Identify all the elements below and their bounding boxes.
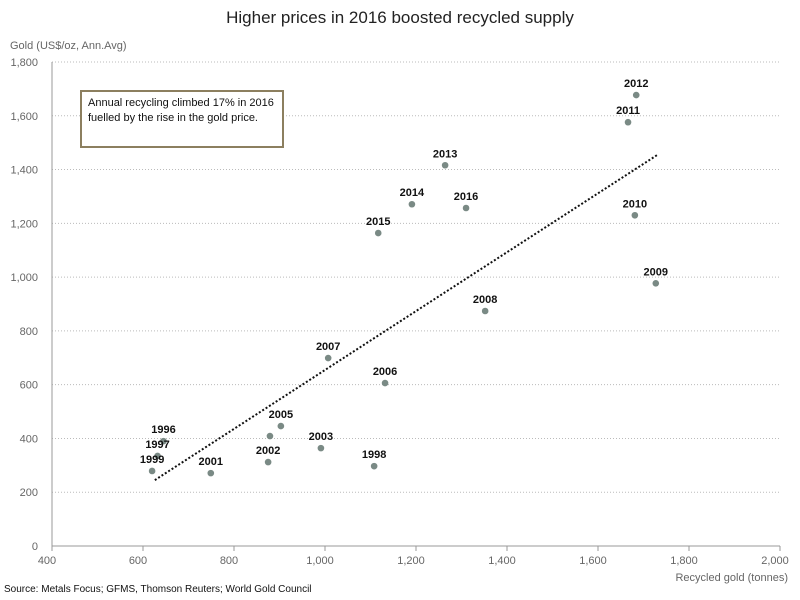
x-tick-label: 1,800 <box>670 555 698 567</box>
data-point-label: 2005 <box>269 409 293 421</box>
x-tick-label: 800 <box>220 555 238 567</box>
data-point <box>381 379 389 387</box>
y-tick-label: 0 <box>32 541 38 553</box>
data-point-label: 2001 <box>199 456 223 468</box>
source-note: Source: Metals Focus; GFMS, Thomson Reut… <box>4 584 312 595</box>
data-point <box>652 279 660 287</box>
data-point <box>160 437 167 445</box>
data-point <box>374 229 382 237</box>
data-point <box>370 462 378 470</box>
data-point-label: 2015 <box>366 216 390 228</box>
data-point <box>631 211 639 219</box>
x-tick-label: 2,000 <box>761 555 789 567</box>
x-tick-label: 600 <box>129 555 147 567</box>
data-point <box>441 161 449 169</box>
data-point <box>624 118 632 126</box>
data-point-label: 2009 <box>644 266 668 278</box>
data-point-label: 2014 <box>400 187 425 199</box>
data-point-label: 1999 <box>140 454 164 466</box>
data-point-label: 2002 <box>256 445 280 457</box>
x-tick-label: 1,200 <box>397 555 425 567</box>
data-point-label: 2011 <box>616 105 640 117</box>
data-point <box>481 307 489 315</box>
data-point-label: 2013 <box>433 148 457 160</box>
y-tick-label: 1,000 <box>10 272 38 284</box>
data-point-label: 1996 <box>151 424 175 436</box>
y-tick-label: 1,400 <box>10 165 38 177</box>
y-axis-label: Gold (US$/oz, Ann.Avg) <box>10 40 127 52</box>
trendline <box>154 154 658 481</box>
x-tick-label: 1,000 <box>306 555 334 567</box>
data-point-label: 2016 <box>454 191 478 203</box>
data-point <box>277 422 285 430</box>
data-point <box>408 200 416 208</box>
data-point <box>266 432 274 440</box>
data-point <box>154 452 161 460</box>
annotation-box: Annual recycling climbed 17% in 2016 fue… <box>80 90 284 148</box>
x-tick-label: 400 <box>38 555 56 567</box>
data-point-label: 2006 <box>373 366 397 378</box>
y-tick-label: 1,600 <box>10 111 38 123</box>
data-point-label: 1997 <box>145 439 169 451</box>
data-point-label: 2012 <box>624 78 648 90</box>
x-axis-label: Recycled gold (tonnes) <box>675 572 788 584</box>
data-point-label: 2007 <box>316 341 340 353</box>
data-point <box>317 444 325 452</box>
data-point-label: 2010 <box>623 198 647 210</box>
y-tick-label: 600 <box>20 380 38 392</box>
data-point-label: 1998 <box>362 449 386 461</box>
data-point-label: 2008 <box>473 294 497 306</box>
data-point <box>324 354 332 362</box>
x-tick-label: 1,400 <box>488 555 516 567</box>
x-tick-label: 1,600 <box>579 555 607 567</box>
y-tick-label: 400 <box>20 433 38 445</box>
data-point <box>632 91 640 99</box>
data-point <box>148 467 156 475</box>
data-point <box>462 204 470 212</box>
data-point <box>264 458 272 466</box>
data-point <box>207 469 215 477</box>
y-tick-label: 200 <box>20 487 38 499</box>
y-tick-label: 1,200 <box>10 218 38 230</box>
y-tick-label: 1,800 <box>10 57 38 69</box>
data-point-label: 2003 <box>309 431 333 443</box>
y-tick-label: 800 <box>20 326 38 338</box>
chart-title: Higher prices in 2016 boosted recycled s… <box>226 8 574 27</box>
